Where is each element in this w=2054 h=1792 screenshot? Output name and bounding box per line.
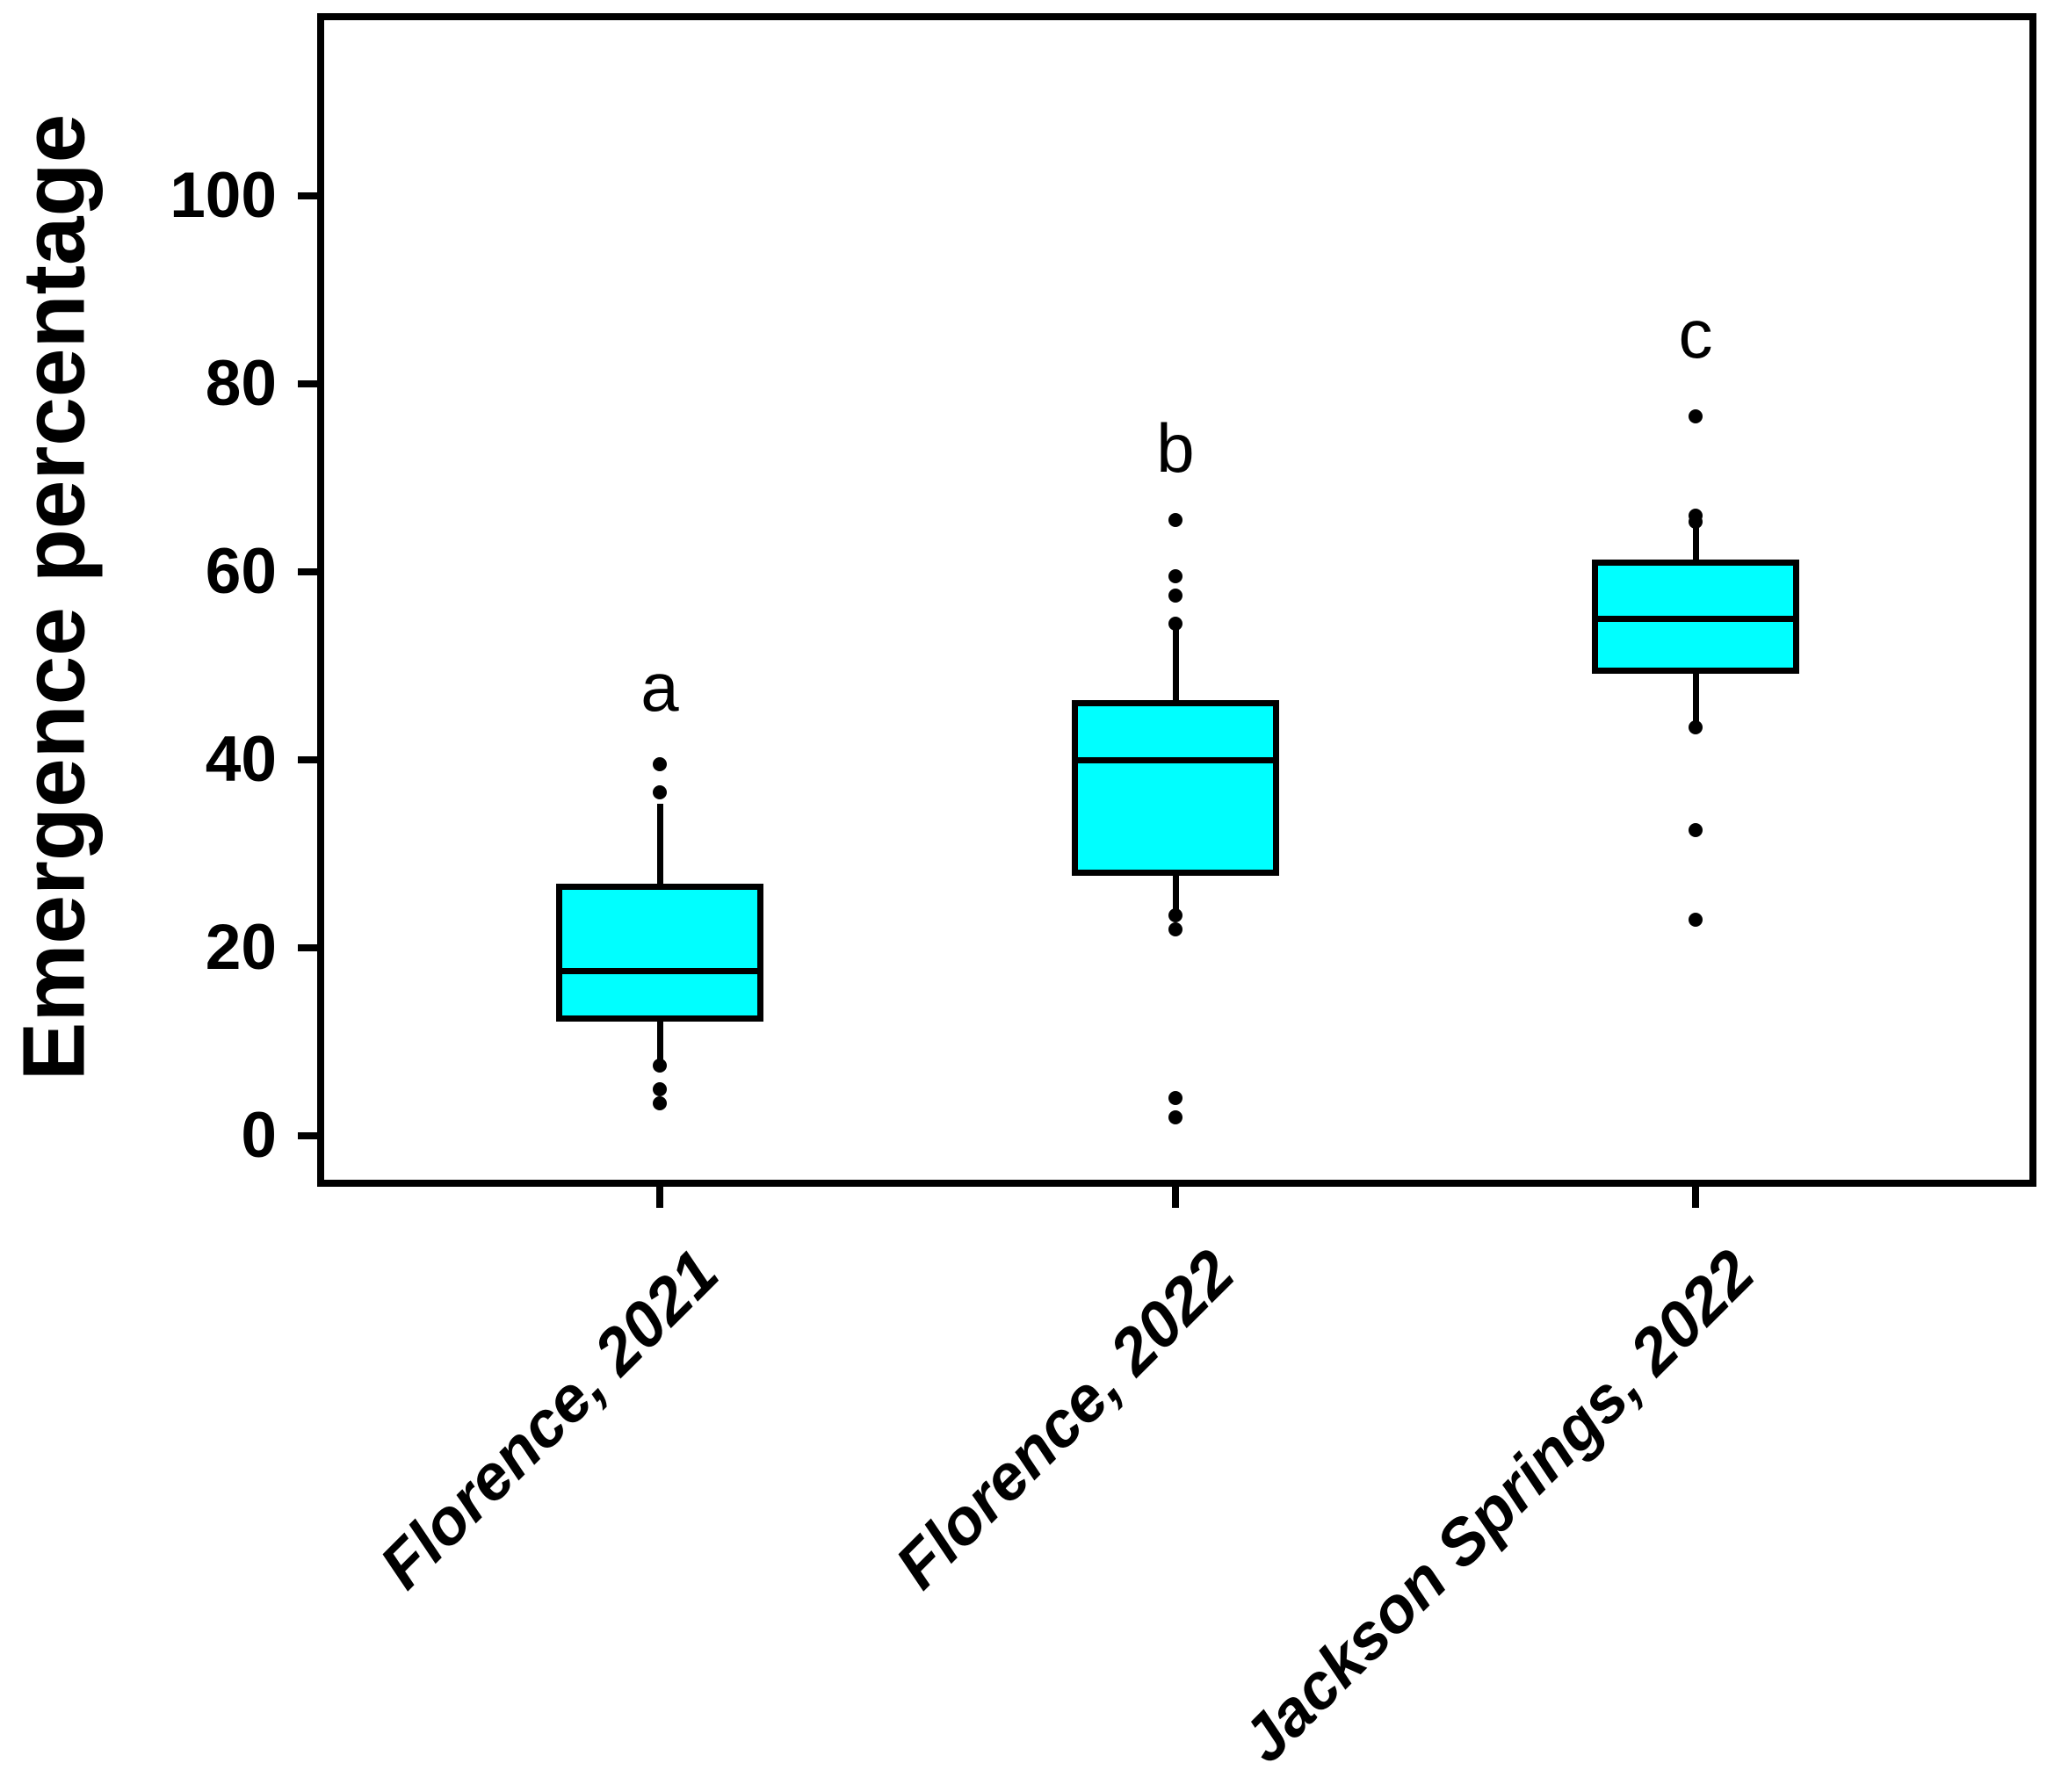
outlier-dot <box>1689 912 1703 927</box>
y-axis-tick <box>298 1132 319 1139</box>
outlier-dot <box>1168 588 1182 603</box>
y-tick-label: 20 <box>205 912 277 983</box>
y-tick-label: 80 <box>205 348 277 419</box>
upper-whisker <box>1692 519 1699 566</box>
upper-whisker <box>656 804 663 890</box>
x-axis-tick <box>656 1187 663 1208</box>
outlier-dot <box>1689 719 1703 734</box>
y-tick-label: 60 <box>205 536 277 607</box>
y-axis-tick <box>298 944 319 951</box>
outlier-dot <box>1689 409 1703 424</box>
significance-letter: c <box>1678 295 1713 373</box>
x-category-label: Florence, 2021 <box>366 1237 733 1602</box>
significance-letter: b <box>1156 408 1195 487</box>
upper-whisker <box>1172 620 1179 707</box>
outlier-dot <box>1689 823 1703 838</box>
outlier-dot <box>1689 515 1703 530</box>
outlier-dot <box>653 757 667 772</box>
y-axis-tick <box>298 568 319 575</box>
lower-whisker <box>1172 872 1179 914</box>
y-axis-tick <box>298 756 319 763</box>
y-tick-label: 40 <box>205 724 277 795</box>
outlier-dot <box>1168 569 1182 584</box>
outlier-dot <box>1168 513 1182 528</box>
outlier-dot <box>653 1095 667 1110</box>
outlier-dot <box>653 1058 667 1073</box>
y-tick-label: 0 <box>241 1100 277 1171</box>
median-line <box>1592 616 1799 622</box>
x-axis-tick <box>1692 1187 1699 1208</box>
outlier-dot <box>653 785 667 800</box>
y-tick-label: 100 <box>170 160 277 231</box>
x-axis-tick <box>1172 1187 1179 1208</box>
outlier-dot <box>1168 1091 1182 1106</box>
lower-whisker <box>1692 670 1699 726</box>
outlier-dot <box>653 1081 667 1096</box>
outlier-dot <box>1168 1109 1182 1124</box>
median-line <box>556 968 763 975</box>
median-line <box>1072 756 1279 763</box>
y-axis-tick <box>298 380 319 387</box>
lower-whisker <box>656 1018 663 1059</box>
plot-area-border <box>317 13 2036 1187</box>
box <box>1072 700 1279 876</box>
significance-letter: a <box>640 647 679 726</box>
outlier-dot <box>1168 616 1182 631</box>
outlier-dot <box>1168 921 1182 936</box>
y-axis-tick <box>298 192 319 199</box>
box <box>556 883 763 1022</box>
outlier-dot <box>1168 907 1182 922</box>
